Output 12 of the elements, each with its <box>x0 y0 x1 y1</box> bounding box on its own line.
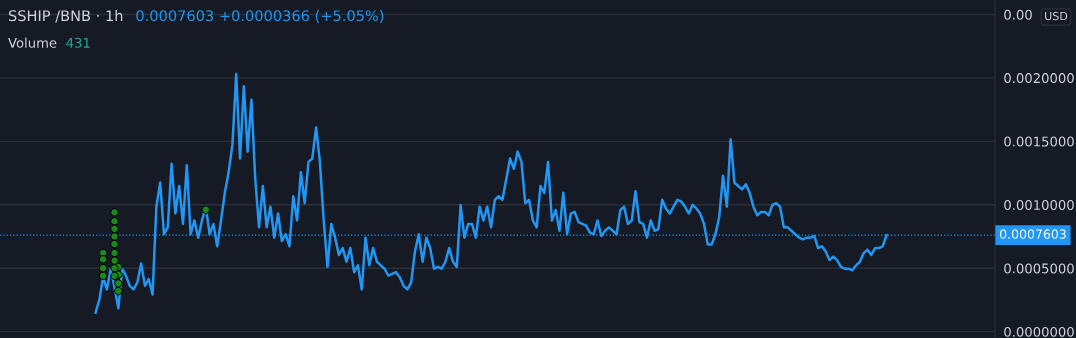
y-tick-label: 0.0020000 <box>1004 73 1074 84</box>
y-tick-label: 0.00 <box>1004 9 1032 20</box>
y-tick-label: 0.0015000 <box>1004 136 1074 147</box>
text: USD <box>1045 11 1068 21</box>
text: Volume <box>8 37 57 48</box>
y-tick-label: 0.0005000 <box>1004 263 1074 274</box>
y-tick-label: 0.0000000 <box>1004 326 1074 337</box>
text: SSHIP /BNB · 1h <box>8 9 123 23</box>
ref-line-label: 0.0007603 <box>999 229 1066 239</box>
text: 431 <box>66 37 90 48</box>
text: 0.0007603 +0.0000366 (+5.05%) <box>136 9 384 23</box>
y-tick-label: 0.0010000 <box>1004 200 1074 210</box>
